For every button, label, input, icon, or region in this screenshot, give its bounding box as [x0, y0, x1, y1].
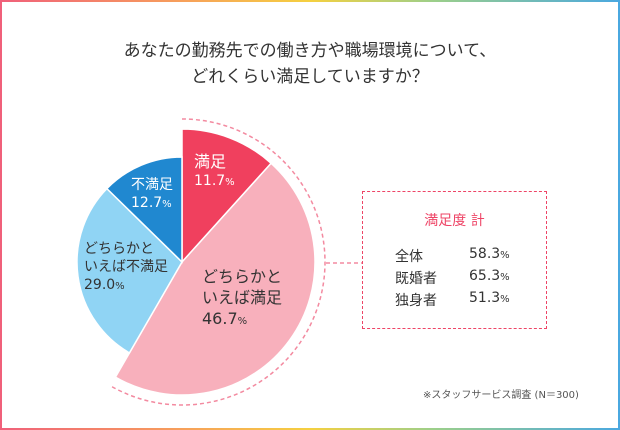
slice-somewhat-satisfied	[114, 162, 316, 396]
label-satisfied: 満足 11.7%	[194, 152, 235, 189]
slice-somewhat-dissatisfied	[76, 187, 183, 354]
summary-title: 満足度 計	[424, 213, 485, 229]
chart-title: あなたの勤務先での働き方や職場環境について、 どれくらい満足していますか？	[0, 38, 620, 90]
summary-row: 既婚者 65.3%	[395, 268, 510, 287]
satisfaction-summary-box: 満足度 計 全体 58.3% 既婚者 65.3% 独身者 51.3%	[362, 191, 547, 329]
label-somewhat-satisfied: どちらかと いえば満足 46.7%	[202, 267, 283, 328]
title-line-2: どれくらい満足していますか？	[191, 67, 429, 87]
slice-satisfied	[181, 128, 273, 264]
summary-row: 全体 58.3%	[395, 246, 510, 265]
title-line-1: あなたの勤務先での働き方や職場環境について、	[123, 41, 497, 61]
summary-row: 独身者 51.3%	[395, 290, 510, 309]
satisfied-bracket-arc	[110, 118, 326, 406]
label-somewhat-dissatisfied: どちらかと いえば不満足 29.0%	[84, 241, 168, 293]
label-dissatisfied: 不満足 12.7%	[131, 177, 173, 211]
slice-dissatisfied	[105, 156, 183, 264]
source-note: ※スタッフサービス調査 (N＝300)	[423, 390, 579, 401]
